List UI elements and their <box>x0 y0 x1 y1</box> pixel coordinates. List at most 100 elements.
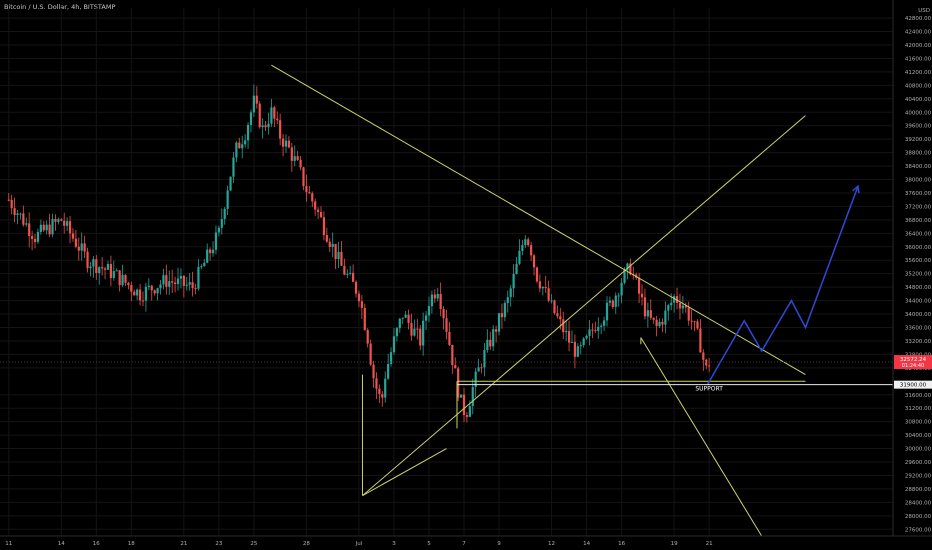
candle-body <box>39 224 42 232</box>
x-tick-label: Jul <box>355 541 363 547</box>
candle-body <box>369 343 372 365</box>
candle-body <box>19 213 22 215</box>
candle-body <box>235 142 238 158</box>
candle-body <box>687 307 690 321</box>
candle-body <box>314 201 317 210</box>
candle-body <box>565 331 568 333</box>
candle-body <box>51 219 54 235</box>
candle-body <box>419 328 422 346</box>
candle-body <box>337 251 340 260</box>
candle-body <box>681 305 684 309</box>
candle-body <box>255 95 258 104</box>
candle-body <box>410 323 413 336</box>
candle-body <box>702 352 705 360</box>
candle-body <box>241 144 244 149</box>
candle-body <box>267 123 270 128</box>
candle-body <box>646 310 649 317</box>
candle-body <box>25 223 28 225</box>
candle-body <box>506 297 509 303</box>
x-tick-label: 16 <box>618 541 625 547</box>
candle-body <box>372 364 375 379</box>
candle-body <box>86 251 89 269</box>
candle-body <box>588 329 591 336</box>
candle-body <box>675 296 679 303</box>
candle-body <box>331 243 334 247</box>
y-tick-label: 39200.00 <box>905 137 932 143</box>
candle-body <box>608 300 612 303</box>
y-tick-label: 42400.00 <box>905 30 932 36</box>
candle-body <box>392 336 396 353</box>
candle-body <box>244 140 247 145</box>
candle-body <box>33 238 37 242</box>
candle-body <box>74 238 77 247</box>
y-tick-label: 34000.00 <box>905 312 932 318</box>
candle-body <box>194 288 197 290</box>
candle-body <box>638 277 641 294</box>
candle-body <box>360 301 363 308</box>
candle-body <box>594 330 597 332</box>
candle-body <box>191 282 194 289</box>
x-tick-label: 9 <box>497 541 501 547</box>
candle-body <box>495 329 498 332</box>
candle-body <box>206 249 209 263</box>
candle-body <box>643 297 647 317</box>
x-tick-label: 14 <box>583 541 590 547</box>
x-tick-label: 7 <box>462 541 466 547</box>
projection-path <box>706 184 860 386</box>
candle-body <box>185 284 188 286</box>
candle-body <box>451 344 454 366</box>
candle-body <box>424 315 428 321</box>
y-tick-label: 28000.00 <box>905 514 932 520</box>
y-tick-label: 30400.00 <box>905 433 932 439</box>
candle-body <box>535 267 539 282</box>
candle-body <box>31 236 34 239</box>
y-tick-label: 38400.00 <box>905 164 932 170</box>
candle-body <box>489 339 492 347</box>
candle-body <box>176 278 180 285</box>
candle-body <box>384 378 387 398</box>
candle-body <box>349 272 352 274</box>
y-tick-label: 35600.00 <box>905 258 932 264</box>
y-tick-label: 41600.00 <box>905 56 932 62</box>
candle-body <box>68 221 72 234</box>
candle-body <box>708 365 711 367</box>
candles <box>7 84 711 423</box>
candle-body <box>16 213 19 216</box>
chart-title: Bitcoin / U.S. Dollar, 4h, BITSTAMP <box>4 3 116 11</box>
candle-body <box>381 394 384 398</box>
candle-body <box>217 227 220 233</box>
candle-body <box>270 107 273 124</box>
candle-body <box>401 317 404 319</box>
candle-body <box>121 274 124 286</box>
candle-body <box>673 296 676 303</box>
candle-body <box>316 209 320 212</box>
candle-body <box>334 243 337 260</box>
candle-body <box>602 320 606 326</box>
x-tick-label: 3 <box>392 541 396 547</box>
candle-body <box>305 186 308 193</box>
candle-body <box>459 394 463 398</box>
candle-body <box>299 159 302 168</box>
candle-body <box>670 302 673 306</box>
candle-body <box>407 314 410 324</box>
candle-body <box>614 295 617 307</box>
candle-body <box>518 250 521 264</box>
candle-body <box>7 199 10 201</box>
y-tick-label: 29200.00 <box>905 473 932 479</box>
candle-body <box>346 273 349 275</box>
candle-body <box>352 272 355 282</box>
x-tick-label: 19 <box>671 541 678 547</box>
candle-body <box>229 176 232 191</box>
grid <box>0 8 893 536</box>
y-tick-label: 27600.00 <box>905 527 932 533</box>
candle-body <box>147 285 150 287</box>
candle-body <box>10 199 13 209</box>
candle-body <box>640 293 644 298</box>
candle-body <box>103 268 107 270</box>
candle-body <box>445 318 448 332</box>
candle-body <box>322 217 326 236</box>
x-tick-label: 21 <box>706 541 713 547</box>
candle-body <box>98 267 101 274</box>
candle-body <box>573 341 577 357</box>
candle-body <box>226 190 229 209</box>
